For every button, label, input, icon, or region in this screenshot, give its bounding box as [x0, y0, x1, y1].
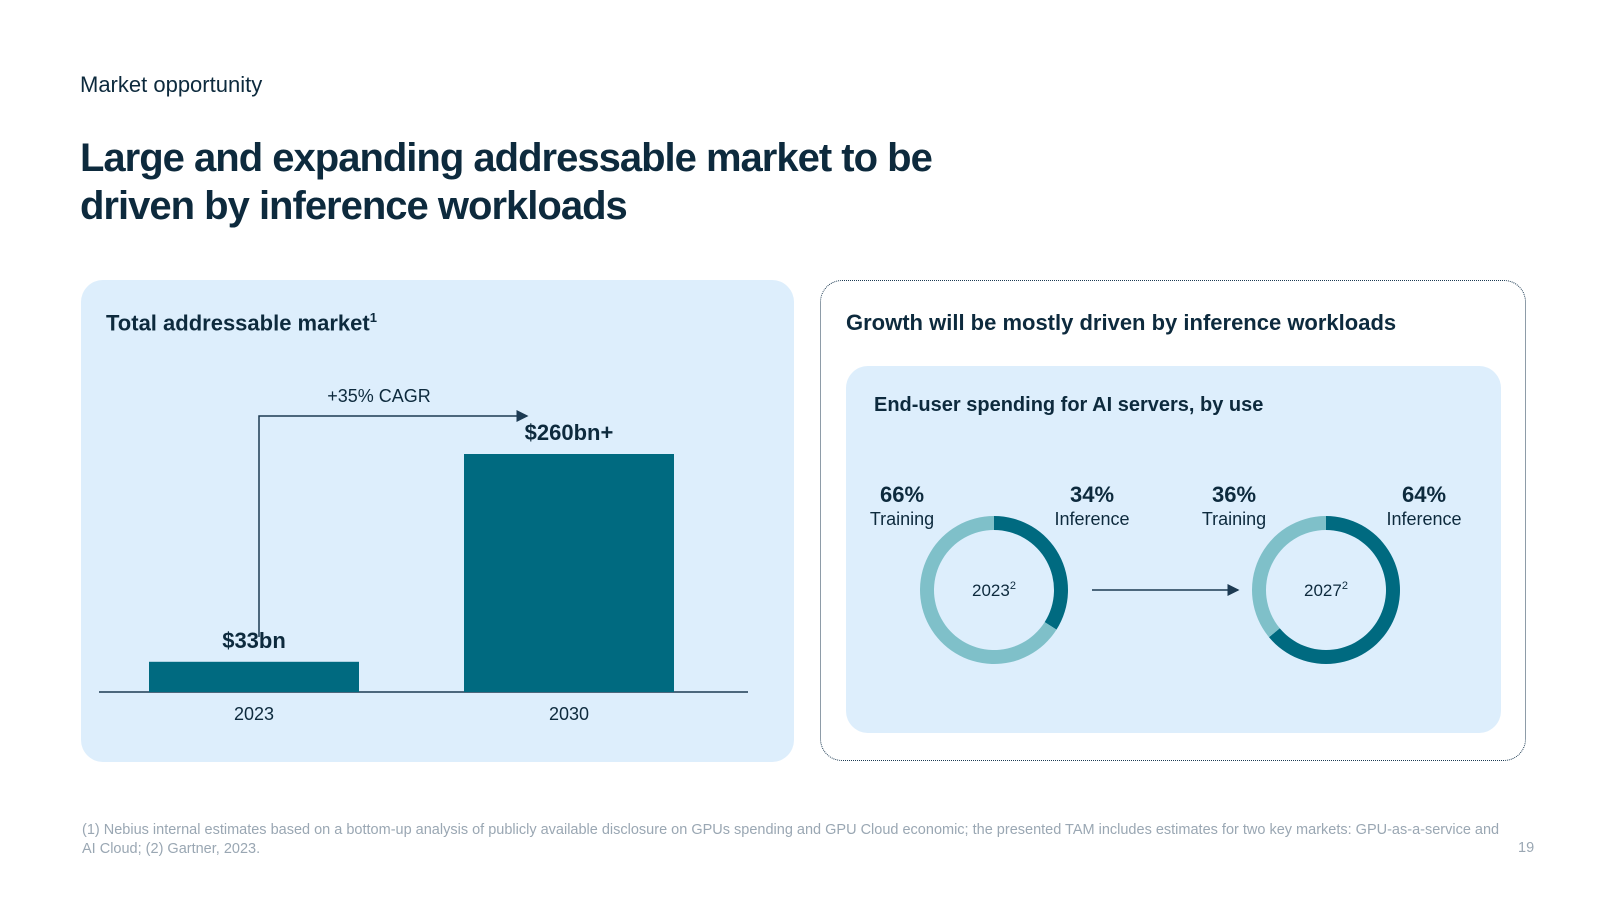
footnote: (1) Nebius internal estimates based on a… — [82, 822, 1500, 857]
donut-2027-inference-slice — [1268, 516, 1400, 664]
bar-value-label-2030: $260bn+ — [525, 420, 614, 445]
page-number: 19 — [1518, 840, 1535, 856]
donut-2023-inference-slice — [994, 516, 1068, 630]
bar-value-label-2023: $33bn — [222, 628, 286, 653]
ai-spending-title: End-user spending for AI servers, by use — [874, 394, 1264, 416]
donut-center-label-2023: 20232 — [972, 580, 1016, 600]
section-eyebrow: Market opportunity — [80, 72, 263, 97]
slide-title: Large and expanding addressable market t… — [80, 134, 980, 230]
tam-title-footnote-ref: 1 — [369, 310, 377, 325]
donut-2027-training-slice — [1252, 516, 1326, 638]
donut-2023-inference-percent: 34% — [1070, 482, 1114, 507]
x-tick-2030: 2030 — [549, 704, 589, 724]
cagr-arrow — [258, 410, 529, 637]
donut-2023-training-percent: 66% — [880, 482, 924, 507]
title-line-2: driven by inference workloads — [80, 184, 628, 228]
ai-spending-donuts: 2023266%Training34%Inference2027236%Trai… — [870, 482, 1462, 664]
donut-2027-inference-percent: 64% — [1402, 482, 1446, 507]
tam-panel-title: Total addressable market1 — [106, 310, 377, 336]
ai-spending-card: End-user spending for AI servers, by use… — [846, 366, 1501, 733]
tam-title-text: Total addressable market — [106, 310, 370, 336]
cagr-label: +35% CAGR — [327, 386, 431, 406]
x-tick-2023: 2023 — [234, 704, 274, 724]
donut-center-label-2027: 20272 — [1304, 580, 1348, 600]
tam-bar-chart: +35% CAGR $33bn 2023 $260bn+ 2030 — [99, 386, 748, 724]
donut-2027-training-name: Training — [1202, 509, 1266, 529]
donut-2027-training-percent: 36% — [1212, 482, 1256, 507]
donut-2023-inference-name: Inference — [1054, 509, 1129, 529]
bar-2030 — [464, 454, 674, 692]
bars-group: $33bn 2023 $260bn+ 2030 — [149, 420, 674, 724]
title-line-1: Large and expanding addressable market t… — [80, 136, 933, 180]
inference-panel-title: Growth will be mostly driven by inferenc… — [846, 310, 1397, 335]
inference-panel — [820, 280, 1526, 761]
donut-2023-training-name: Training — [870, 509, 934, 529]
donut-2027-inference-name: Inference — [1386, 509, 1461, 529]
bar-2023 — [149, 661, 359, 692]
donuts-group: 2023266%Training34%Inference2027236%Trai… — [870, 482, 1462, 664]
